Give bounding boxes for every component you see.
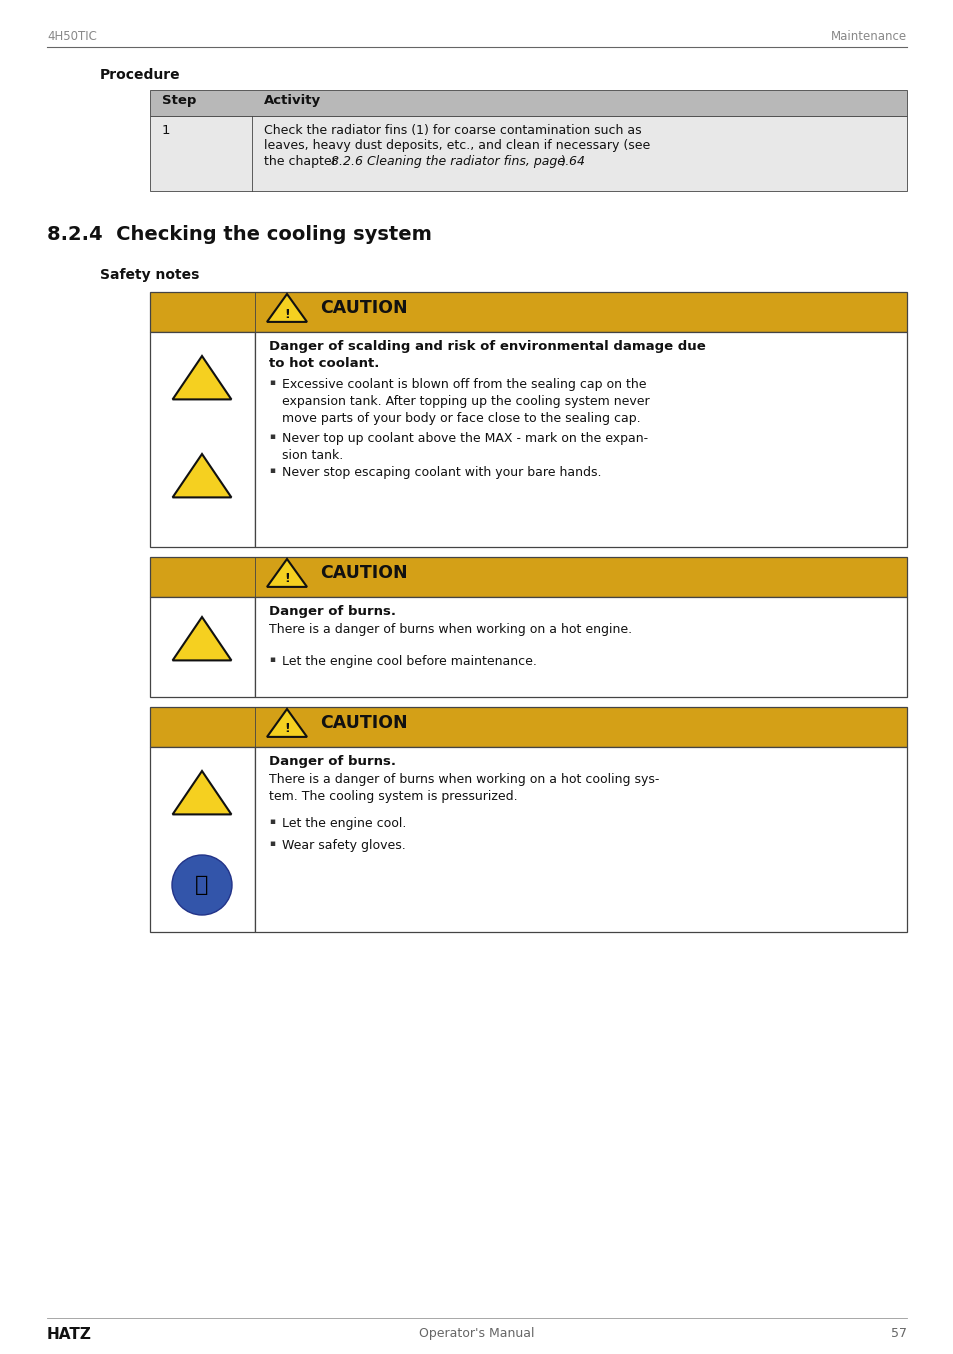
Text: CAUTION: CAUTION (319, 714, 407, 733)
Text: 57: 57 (890, 1327, 906, 1340)
Text: the chapter: the chapter (264, 154, 340, 168)
Text: Safety notes: Safety notes (100, 268, 199, 282)
Text: ▪: ▪ (269, 816, 274, 826)
Text: Procedure: Procedure (100, 68, 180, 83)
Text: Operator's Manual: Operator's Manual (418, 1327, 535, 1340)
Polygon shape (172, 617, 232, 661)
Text: Danger of burns.: Danger of burns. (269, 756, 395, 768)
Text: Wear safety gloves.: Wear safety gloves. (282, 839, 405, 852)
Text: Never top up coolant above the MAX - mark on the expan-
sion tank.: Never top up coolant above the MAX - mar… (282, 432, 647, 462)
Bar (150, 747, 254, 932)
Text: ▪: ▪ (269, 839, 274, 848)
Text: Danger of burns.: Danger of burns. (269, 605, 395, 617)
Bar (150, 116, 906, 191)
Text: ▪: ▪ (269, 378, 274, 387)
Text: Let the engine cool before maintenance.: Let the engine cool before maintenance. (282, 655, 537, 668)
Text: Check the radiator fins (1) for coarse contamination such as: Check the radiator fins (1) for coarse c… (264, 125, 641, 137)
Text: ▪: ▪ (269, 655, 274, 663)
Text: 🧤: 🧤 (195, 875, 209, 895)
Text: ▪: ▪ (269, 466, 274, 475)
Circle shape (172, 854, 232, 915)
Bar (150, 556, 906, 597)
Text: Never stop escaping coolant with your bare hands.: Never stop escaping coolant with your ba… (282, 466, 601, 479)
Text: 1: 1 (162, 125, 171, 137)
Text: Excessive coolant is blown off from the sealing cap on the
expansion tank. After: Excessive coolant is blown off from the … (282, 378, 649, 425)
Text: ▪: ▪ (269, 432, 274, 441)
Text: CAUTION: CAUTION (319, 565, 407, 582)
Bar (150, 597, 254, 697)
Text: Activity: Activity (264, 93, 321, 107)
Text: There is a danger of burns when working on a hot engine.: There is a danger of burns when working … (269, 623, 632, 636)
Text: 8.2.4  Checking the cooling system: 8.2.4 Checking the cooling system (47, 225, 432, 244)
Polygon shape (267, 294, 307, 322)
Text: CAUTION: CAUTION (319, 299, 407, 317)
Bar (254, 332, 906, 547)
Text: Step: Step (162, 93, 196, 107)
Text: leaves, heavy dust deposits, etc., and clean if necessary (see: leaves, heavy dust deposits, etc., and c… (264, 139, 650, 153)
Text: !: ! (284, 307, 290, 321)
Polygon shape (267, 559, 307, 586)
Text: There is a danger of burns when working on a hot cooling sys-
tem. The cooling s: There is a danger of burns when working … (269, 773, 659, 803)
Text: Maintenance: Maintenance (830, 30, 906, 43)
Bar (150, 292, 906, 332)
Bar (254, 597, 906, 697)
Bar (150, 707, 906, 747)
Polygon shape (172, 770, 232, 814)
Bar (254, 747, 906, 932)
Text: 8.2.6 Cleaning the radiator fins, page 64: 8.2.6 Cleaning the radiator fins, page 6… (331, 154, 584, 168)
Bar (150, 332, 254, 547)
Bar (150, 89, 906, 116)
Text: !: ! (284, 723, 290, 735)
Polygon shape (267, 709, 307, 737)
Polygon shape (172, 356, 232, 399)
Text: HATZ: HATZ (47, 1327, 91, 1342)
Text: Let the engine cool.: Let the engine cool. (282, 816, 406, 830)
Text: !: ! (284, 573, 290, 585)
Text: 4H50TIC: 4H50TIC (47, 30, 97, 43)
Polygon shape (172, 454, 232, 497)
Text: ).: ). (560, 154, 569, 168)
Text: Danger of scalding and risk of environmental damage due
to hot coolant.: Danger of scalding and risk of environme… (269, 340, 705, 370)
